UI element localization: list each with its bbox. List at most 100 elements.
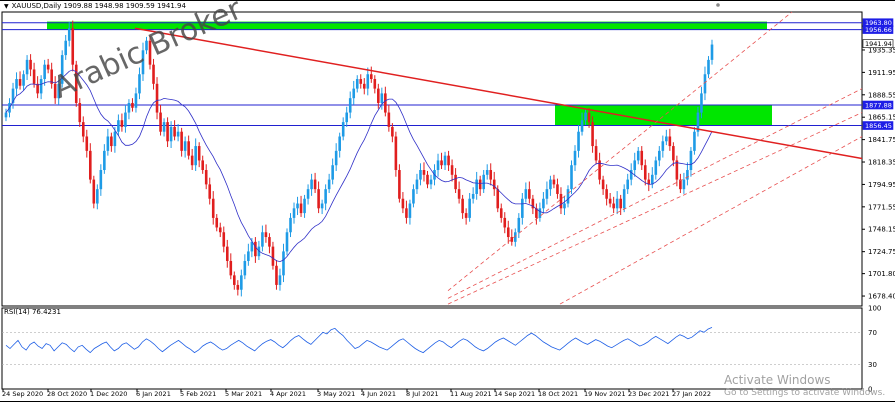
candle-body bbox=[419, 170, 422, 180]
candle-body bbox=[338, 136, 341, 151]
candle-body bbox=[675, 160, 679, 180]
candle-body bbox=[391, 126, 394, 137]
candle-body bbox=[426, 174, 429, 185]
resistance-zone[interactable] bbox=[47, 21, 767, 30]
candle-body bbox=[489, 170, 493, 180]
candle-body bbox=[387, 112, 391, 127]
candle-body bbox=[348, 98, 352, 113]
candle-body bbox=[120, 120, 124, 127]
candle-body bbox=[268, 237, 271, 247]
candle-body bbox=[377, 88, 380, 103]
candle-body bbox=[145, 40, 148, 51]
candle-body bbox=[528, 189, 531, 199]
time-tick-label: 6 Jan 2021 bbox=[136, 390, 171, 398]
candle-body bbox=[22, 74, 25, 86]
candle-body bbox=[331, 165, 334, 180]
price-tick-label: 1701.80 bbox=[868, 270, 895, 278]
time-tick-label: 24 Sep 2020 bbox=[2, 390, 43, 398]
candle-body bbox=[552, 179, 556, 185]
candle-body bbox=[443, 155, 447, 166]
candle-body bbox=[359, 79, 363, 84]
time-tick-label: 4 Apr 2021 bbox=[270, 390, 306, 398]
support-zone[interactable] bbox=[555, 105, 772, 126]
candle-body bbox=[60, 55, 64, 84]
candle-body bbox=[696, 112, 700, 132]
candle-body bbox=[141, 50, 145, 75]
candle-body bbox=[285, 232, 289, 252]
candle-body bbox=[640, 150, 644, 166]
candle-body bbox=[264, 232, 268, 238]
candle-body bbox=[159, 112, 162, 132]
candle-body bbox=[514, 232, 517, 242]
candle-body bbox=[601, 179, 605, 190]
candle-body bbox=[215, 217, 219, 228]
candle-body bbox=[240, 275, 243, 290]
candle-body bbox=[201, 160, 204, 171]
candle-body bbox=[542, 198, 545, 209]
candle-body bbox=[384, 93, 387, 113]
price-tick-label: 1888.55 bbox=[868, 91, 895, 99]
candle-body bbox=[535, 208, 538, 218]
price-level-label: 1877.88 bbox=[865, 102, 892, 110]
candle-body bbox=[668, 136, 672, 147]
candle-body bbox=[345, 112, 349, 123]
price-tick-label: 1911.95 bbox=[868, 69, 895, 77]
time-tick-label: 18 Oct 2021 bbox=[538, 390, 578, 398]
descending-trendline[interactable] bbox=[134, 27, 863, 160]
candle-body bbox=[559, 193, 563, 209]
candle-body bbox=[204, 170, 208, 185]
candle-body bbox=[573, 150, 577, 166]
candle-body bbox=[629, 170, 633, 180]
time-tick-label: 19 Nov 2021 bbox=[584, 390, 626, 398]
candle-body bbox=[654, 160, 658, 175]
time-tick-label: 3 May 2021 bbox=[317, 390, 355, 398]
channel-lower-line[interactable] bbox=[447, 112, 863, 305]
candle-body bbox=[584, 112, 587, 121]
candle-body bbox=[187, 141, 190, 156]
candle-body bbox=[549, 179, 552, 190]
price-tick-label: 1771.55 bbox=[868, 203, 895, 211]
candle-body bbox=[538, 208, 542, 218]
rsi-line[interactable] bbox=[5, 327, 713, 354]
rsi-level-label: 100 bbox=[868, 305, 881, 313]
candle-body bbox=[197, 146, 201, 161]
candle-body bbox=[152, 64, 155, 84]
channel-lower-line-2[interactable] bbox=[559, 136, 863, 305]
candle-body bbox=[96, 189, 99, 204]
candle-body bbox=[310, 179, 313, 190]
candle-body bbox=[510, 237, 514, 242]
channel-mid-line[interactable] bbox=[447, 88, 863, 299]
candle-body bbox=[103, 150, 106, 171]
channel-upper-line[interactable] bbox=[447, 11, 793, 291]
candle-body bbox=[485, 170, 489, 175]
candle-body bbox=[362, 83, 366, 89]
price-tick-label: 1794.95 bbox=[868, 181, 895, 189]
candle-body bbox=[693, 131, 696, 151]
candle-body bbox=[341, 122, 345, 137]
candle-body bbox=[556, 184, 559, 194]
collapse-arrow-icon[interactable]: ▼ bbox=[4, 3, 9, 10]
candle-body bbox=[429, 179, 433, 185]
candle-body bbox=[622, 189, 626, 209]
candle-body bbox=[373, 79, 377, 89]
candle-body bbox=[661, 141, 665, 151]
price-level-label-box bbox=[862, 100, 894, 110]
candle-body bbox=[531, 198, 535, 209]
candle-body bbox=[64, 40, 68, 56]
candle-body bbox=[148, 40, 152, 65]
candle-body bbox=[408, 203, 412, 218]
candle-body bbox=[475, 179, 478, 194]
candle-body bbox=[647, 179, 651, 185]
candle-body bbox=[43, 64, 46, 80]
moving-average-line[interactable] bbox=[5, 69, 713, 263]
candle-body bbox=[703, 74, 707, 94]
candle-body bbox=[320, 203, 324, 209]
candle-body bbox=[243, 260, 247, 276]
candle-body bbox=[707, 59, 710, 75]
candle-body bbox=[422, 170, 426, 175]
candle-body bbox=[57, 83, 60, 99]
candle-body bbox=[619, 198, 622, 209]
candle-body bbox=[106, 136, 110, 151]
